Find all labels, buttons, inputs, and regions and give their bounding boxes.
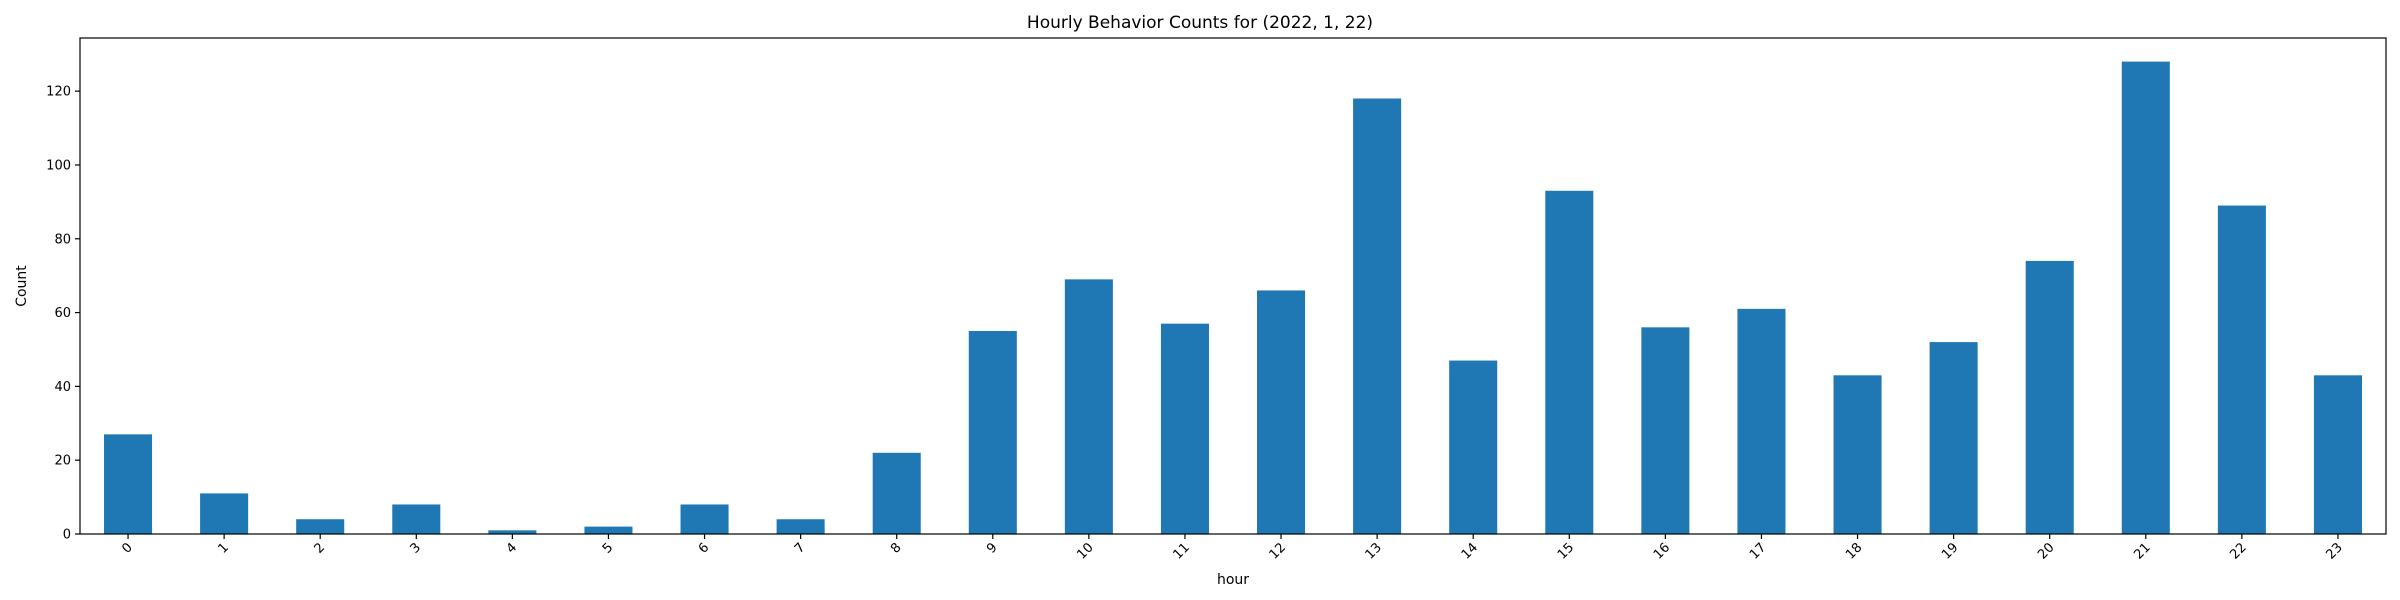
y-tick-label: 120 — [46, 85, 71, 100]
bar-hour-10 — [1064, 279, 1113, 534]
bar-hour-8 — [872, 452, 921, 534]
bar-hour-12 — [1257, 290, 1306, 534]
x-tick-label: 15 — [1555, 540, 1577, 562]
bar-hour-18 — [1833, 375, 1882, 534]
bar-hour-23 — [2313, 375, 2362, 534]
x-tick-label: 19 — [1939, 540, 1961, 562]
y-tick-label: 40 — [54, 380, 71, 395]
bar-hour-5 — [584, 526, 633, 534]
bar-hour-14 — [1449, 360, 1498, 534]
bar-hour-21 — [2121, 61, 2170, 535]
x-tick-label: 23 — [2323, 540, 2345, 562]
x-axis-label: hour — [1217, 572, 1249, 588]
bar-hour-11 — [1160, 323, 1209, 534]
x-tick-label: 12 — [1267, 540, 1289, 562]
x-tick-label: 13 — [1363, 540, 1385, 562]
bar-hour-1 — [200, 493, 249, 534]
bar-hour-7 — [776, 519, 825, 534]
bar-hour-19 — [1929, 342, 1978, 534]
bar-hour-3 — [392, 504, 441, 534]
x-tick-label: 6 — [696, 540, 712, 556]
bar-hour-4 — [488, 530, 537, 534]
x-tick-label: 0 — [119, 540, 135, 556]
x-tick-label: 10 — [1074, 540, 1096, 562]
y-axis-label: Count — [14, 265, 30, 307]
x-tick-label: 5 — [600, 540, 616, 556]
x-tick-label: 22 — [2227, 540, 2249, 562]
y-tick-label: 80 — [54, 232, 71, 247]
x-tick-label: 2 — [312, 540, 328, 556]
plot-frame — [79, 37, 2387, 535]
bar-hour-22 — [2217, 205, 2266, 535]
bar-hour-9 — [968, 331, 1017, 534]
bar-hour-0 — [104, 434, 153, 534]
bar-hour-13 — [1353, 98, 1402, 535]
y-tick-label: 60 — [54, 306, 71, 321]
y-tick-label: 0 — [63, 528, 71, 543]
x-tick-label: 14 — [1459, 540, 1481, 562]
y-axis-ticks: 0 20 40 60 80 100 120 — [46, 85, 80, 543]
bar-hour-17 — [1737, 308, 1786, 534]
x-tick-label: 18 — [1843, 540, 1865, 562]
bar-hour-2 — [296, 519, 345, 534]
x-tick-label: 21 — [2131, 540, 2153, 562]
x-tick-label: 17 — [1747, 540, 1769, 562]
chart-title: Hourly Behavior Counts for (2022, 1, 22) — [1027, 13, 1373, 33]
x-tick-label: 3 — [408, 540, 424, 556]
x-tick-label: 9 — [984, 540, 1000, 556]
bar-hour-16 — [1641, 327, 1690, 534]
x-tick-label: 4 — [504, 540, 520, 556]
bars-group — [104, 61, 2362, 535]
bar-hour-6 — [680, 504, 729, 534]
x-tick-label: 1 — [215, 540, 231, 556]
x-axis-ticks: 0 1 2 3 4 5 6 7 8 9 10 11 12 13 14 15 16 17 18 19 20 21 22 23 — [119, 534, 2346, 563]
x-tick-label: 7 — [792, 540, 808, 556]
bar-hour-15 — [1545, 190, 1594, 535]
y-tick-label: 20 — [54, 454, 71, 469]
bar-hour-20 — [2025, 260, 2074, 534]
x-tick-label: 16 — [1651, 540, 1673, 562]
x-tick-label: 8 — [888, 540, 904, 556]
x-tick-label: 20 — [2035, 540, 2057, 562]
y-tick-label: 100 — [46, 158, 71, 173]
x-tick-label: 11 — [1170, 540, 1192, 562]
